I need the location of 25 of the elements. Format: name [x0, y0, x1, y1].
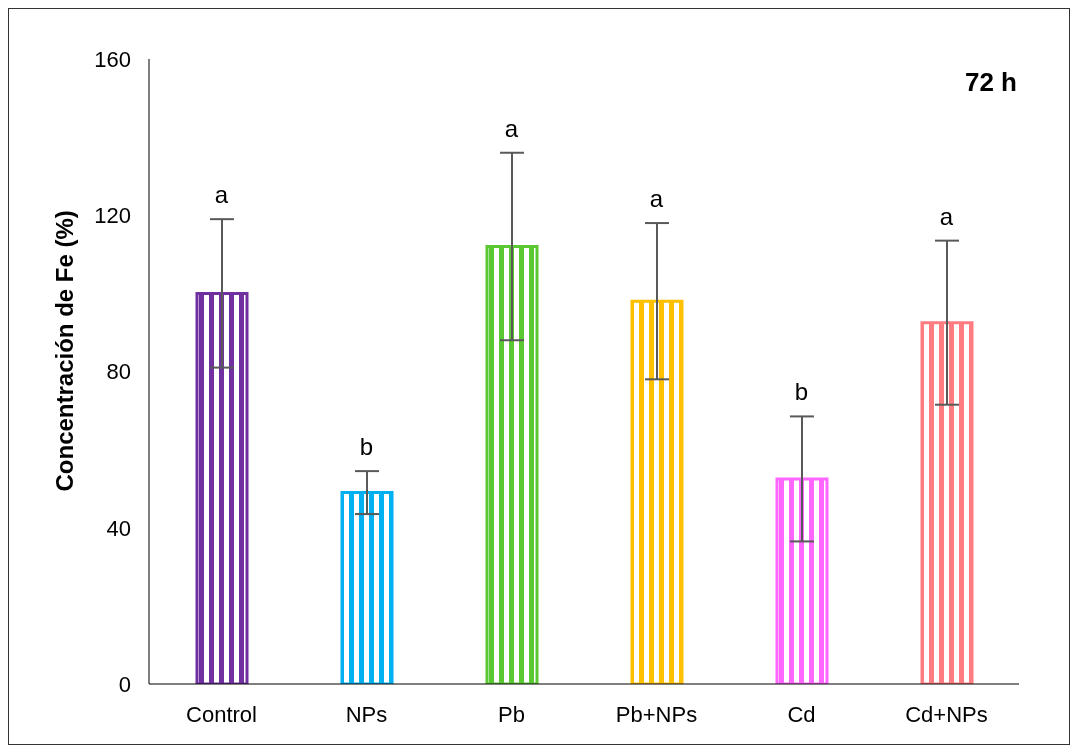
bar [920, 321, 974, 684]
y-tick-label: 80 [106, 359, 131, 385]
bar [340, 491, 394, 684]
annotation: b [794, 378, 809, 406]
y-axis-title: Concentración de Fe (%) [50, 210, 78, 492]
bar [485, 245, 539, 684]
y-tick-label: 120 [94, 203, 131, 229]
y-tick-label: 40 [106, 515, 131, 541]
x-tick-label: Pb+NPs [615, 701, 698, 727]
x-tick-label: NPs [345, 701, 388, 727]
annotation: a [939, 202, 954, 230]
x-tick-label: Cd [787, 701, 816, 727]
y-tick-label: 0 [118, 671, 131, 697]
annotation: b [359, 433, 374, 461]
annotation: a [504, 114, 519, 142]
annotation: 72 h [964, 67, 1017, 98]
bar [775, 477, 829, 684]
bar [630, 299, 684, 684]
y-tick-label: 160 [94, 46, 131, 72]
x-tick-label: Cd+NPs [905, 701, 988, 727]
bar [195, 291, 249, 684]
annotation: a [214, 181, 229, 209]
x-tick-label: Pb [498, 701, 525, 727]
annotation: a [649, 185, 664, 213]
x-tick-label: Control [186, 701, 257, 727]
